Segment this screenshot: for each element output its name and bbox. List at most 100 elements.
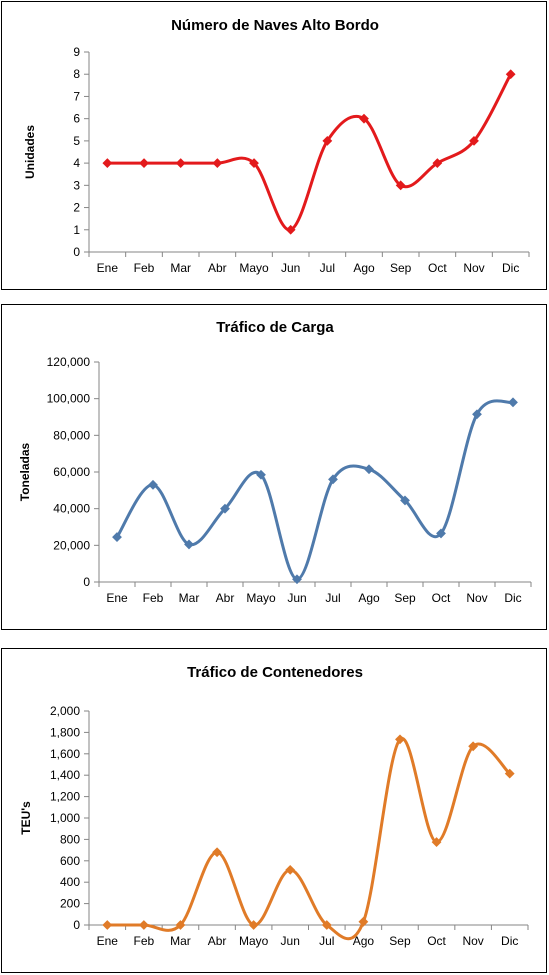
- data-point-marker: [400, 495, 410, 506]
- chart-title: Tráfico de Contenedores: [187, 664, 363, 681]
- x-tick-label: Jun: [281, 261, 300, 275]
- data-point-marker: [175, 920, 186, 930]
- y-axis-label: Toneladas: [18, 442, 32, 501]
- x-tick-label: Jun: [281, 934, 300, 948]
- y-tick-label: 1,800: [50, 725, 80, 739]
- chart-panel-carga: Tráfico de Carga Toneladas 0 20,000 40,000 60…: [1, 304, 547, 630]
- data-point-marker: [472, 409, 482, 420]
- y-tick-label: 400: [60, 875, 80, 889]
- y-tick-label: 2,000: [50, 704, 80, 718]
- y-tick-label: 800: [60, 832, 80, 846]
- y-tick-label: 1,400: [50, 768, 80, 782]
- data-point-marker: [364, 464, 374, 475]
- y-tick-label: 8: [73, 67, 80, 81]
- data-point-marker: [248, 920, 259, 930]
- x-tick-label: Mar: [179, 591, 200, 605]
- x-tick-label: Sep: [390, 261, 412, 275]
- data-point-marker: [436, 528, 446, 539]
- series-line: [105, 736, 512, 941]
- y-tick-label: 20,000: [53, 538, 90, 552]
- y-tick-label: 5: [73, 134, 80, 148]
- x-tick-label: Mayo: [239, 934, 269, 948]
- y-tick-label: 1: [73, 223, 80, 237]
- data-point-marker: [292, 574, 302, 585]
- data-point-marker: [328, 474, 338, 485]
- data-point-marker: [212, 847, 222, 858]
- x-tick-label: Ago: [358, 591, 380, 605]
- data-point-marker: [468, 741, 479, 752]
- chart-panel-naves: Número de Naves Alto Bordo Unidades 0 1 2 3 4 5…: [1, 1, 547, 290]
- x-tick-label: Ene: [97, 261, 119, 275]
- data-point-marker: [212, 158, 223, 169]
- series-line: [105, 72, 513, 232]
- x-tick-label: Sep: [389, 934, 411, 948]
- x-tick-label: Abr: [216, 591, 235, 605]
- x-tick-label: Feb: [134, 934, 155, 948]
- y-tick-label: 3: [73, 178, 80, 192]
- x-tick-label: Nov: [466, 591, 487, 605]
- data-point-marker: [220, 503, 230, 514]
- data-point-marker: [395, 180, 406, 191]
- y-tick-label: 0: [83, 575, 90, 589]
- y-tick-label: 80,000: [53, 428, 90, 442]
- data-point-marker: [358, 916, 369, 927]
- data-point-marker: [432, 158, 443, 169]
- data-point-marker: [139, 158, 149, 169]
- x-tick-label: Ago: [353, 934, 375, 948]
- x-tick-label: Jul: [319, 934, 334, 948]
- x-tick-label: Feb: [143, 591, 164, 605]
- y-tick-label: 120,000: [47, 355, 91, 369]
- x-tick-label: Oct: [428, 261, 447, 275]
- x-tick-label: Mar: [170, 261, 191, 275]
- data-point-marker: [285, 224, 296, 235]
- data-point-marker: [322, 135, 333, 146]
- y-axis-label: TEU's: [19, 801, 33, 835]
- x-tick-label: Mayo: [239, 261, 269, 275]
- y-tick-label: 7: [73, 89, 80, 103]
- x-tick-label: Oct: [432, 591, 451, 605]
- y-tick-label: 9: [73, 45, 80, 59]
- data-point-marker: [256, 469, 266, 480]
- data-point-marker: [505, 69, 516, 80]
- x-tick-label: Dic: [504, 591, 521, 605]
- data-point-marker: [359, 113, 369, 124]
- chart-panel-contenedores: Tráfico de Contenedores TEU's 0 200 400 600 80…: [1, 648, 547, 973]
- x-tick-label: Ene: [106, 591, 128, 605]
- y-tick-label: 2: [73, 201, 80, 215]
- y-axis-label: Unidades: [23, 125, 37, 179]
- data-point-marker: [138, 920, 149, 930]
- x-tick-label: Oct: [427, 934, 446, 948]
- x-tick-label: Jul: [320, 261, 335, 275]
- y-tick-label: 200: [60, 897, 80, 911]
- data-point-marker: [175, 158, 186, 169]
- y-tick-label: 4: [73, 156, 80, 170]
- x-tick-label: Abr: [208, 934, 227, 948]
- chart-title: Número de Naves Alto Bordo: [171, 17, 379, 34]
- x-tick-label: Dic: [501, 934, 518, 948]
- data-point-marker: [148, 479, 158, 490]
- series-line: [115, 399, 515, 581]
- data-point-marker: [285, 864, 296, 875]
- x-tick-label: Nov: [463, 261, 484, 275]
- x-tick-label: Sep: [394, 591, 416, 605]
- chart-naves: Número de Naves Alto Bordo Unidades 0 1 2 3 4 5…: [23, 17, 530, 275]
- data-point-marker: [395, 734, 405, 745]
- x-tick-label: Jun: [287, 591, 306, 605]
- y-tick-label: 60,000: [53, 465, 90, 479]
- x-tick-label: Ene: [97, 934, 119, 948]
- chart-title: Tráfico de Carga: [216, 319, 334, 336]
- data-point-marker: [249, 158, 259, 169]
- y-tick-label: 0: [73, 245, 80, 259]
- chart-contenedores: Tráfico de Contenedores TEU's 0 200 400 600 80…: [19, 664, 529, 948]
- x-tick-label: Nov: [462, 934, 483, 948]
- x-tick-label: Ago: [353, 261, 375, 275]
- chart-carga: Tráfico de Carga Toneladas 0 20,000 40,000 60…: [18, 319, 532, 605]
- data-point-marker: [504, 768, 515, 779]
- y-tick-label: 1,600: [50, 747, 80, 761]
- data-point-marker: [508, 397, 518, 408]
- x-tick-label: Mar: [170, 934, 191, 948]
- x-tick-label: Mayo: [246, 591, 276, 605]
- data-point-marker: [321, 920, 332, 930]
- data-point-marker: [102, 920, 113, 930]
- data-point-marker: [184, 539, 194, 550]
